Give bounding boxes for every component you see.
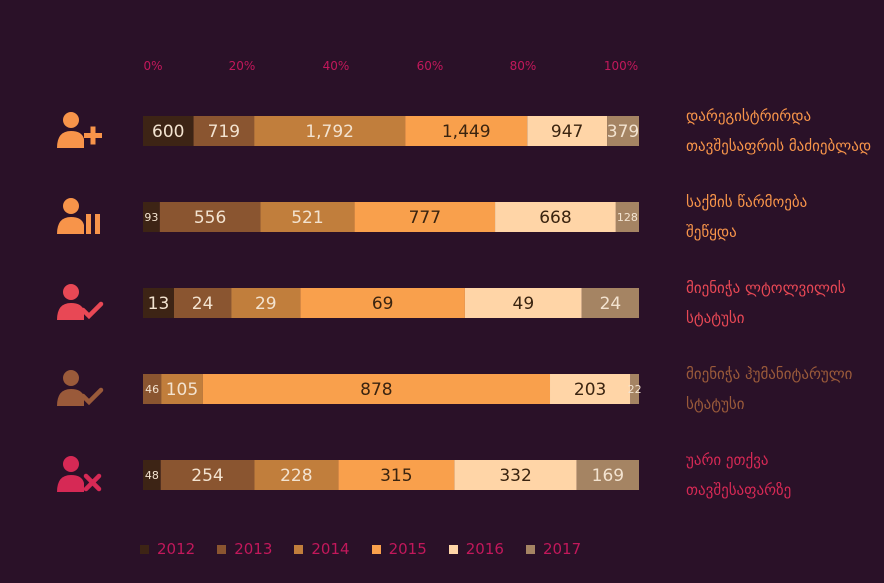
data-label: 254 [191, 466, 223, 486]
x-tick-label: 0% [143, 59, 162, 73]
x-tick-label: 100% [604, 59, 638, 73]
bar-segment [231, 288, 301, 318]
data-label: 203 [574, 380, 606, 400]
data-label: 49 [513, 294, 535, 314]
legend-swatch [371, 544, 381, 554]
legend-item: 2012 [140, 540, 195, 558]
data-label: 332 [499, 466, 531, 486]
legend-swatch [217, 544, 227, 554]
bar-segment [254, 460, 339, 490]
user-pause-icon [57, 198, 100, 234]
bar-segment [202, 374, 551, 404]
data-label: 379 [607, 122, 639, 142]
bar-segment [143, 202, 160, 232]
legend-label: 2016 [465, 540, 504, 558]
category-label: დარეგისტრირდა თავშესაფრის მაძიებლად [686, 107, 872, 155]
bar-segment [161, 374, 203, 404]
x-tick-label: 40% [323, 59, 350, 73]
bar-segment [254, 116, 406, 146]
chart-legend: 2012 2013 2014 2015 2016 2017 [140, 540, 581, 558]
legend-swatch [294, 544, 304, 554]
bar-segment [607, 116, 639, 146]
data-label: 521 [291, 208, 323, 228]
data-label: 169 [592, 466, 624, 486]
data-label: 777 [409, 208, 441, 228]
data-label: 24 [192, 294, 214, 314]
category-label: საქმის წარმოება შეწყდა [686, 193, 808, 241]
bar-segment [160, 460, 255, 490]
data-label: 556 [194, 208, 226, 228]
data-label: 719 [208, 122, 240, 142]
data-label: 947 [551, 122, 583, 142]
data-label: 48 [145, 469, 159, 482]
user-check-icon [57, 370, 104, 406]
legend-item: 2013 [217, 540, 272, 558]
data-label: 69 [372, 294, 394, 314]
data-label: 228 [280, 466, 312, 486]
bar-segment [495, 202, 616, 232]
bar-segment [576, 460, 639, 490]
bar-segment [143, 460, 161, 490]
bar-segment [338, 460, 455, 490]
data-label: 878 [360, 380, 392, 400]
x-tick-label: 80% [510, 59, 537, 73]
bar-segment [260, 202, 355, 232]
data-label: 1,792 [305, 122, 354, 142]
bar-segment [174, 288, 232, 318]
x-tick-label: 60% [417, 59, 444, 73]
bar-segment [143, 116, 194, 146]
bar-segment [300, 288, 465, 318]
bar-segment [630, 374, 639, 404]
bar-segment [454, 460, 577, 490]
bar-segment [405, 116, 528, 146]
data-label: 1,449 [442, 122, 491, 142]
bar-segment [581, 288, 639, 318]
user-check-icon [57, 284, 104, 320]
data-label: 128 [617, 211, 638, 224]
legend-swatch [448, 544, 458, 554]
legend-item: 2016 [448, 540, 504, 558]
user-reject-icon [57, 456, 102, 492]
data-label: 600 [152, 122, 184, 142]
category-label: მიენიჭა ჰუმანიტარული სტატუსი [686, 365, 853, 413]
legend-item: 2017 [525, 540, 582, 558]
data-label: 105 [166, 380, 198, 400]
legend-swatch [525, 544, 535, 554]
data-label: 46 [145, 383, 159, 396]
legend-label: 2012 [157, 540, 196, 558]
category-label: მიენიჭა ლტოლვილის სტატუსი [686, 279, 846, 327]
data-label: 29 [255, 294, 277, 314]
bar-segment [193, 116, 255, 146]
legend-label: 2014 [311, 540, 350, 558]
data-label: 24 [600, 294, 622, 314]
bar-segment [527, 116, 608, 146]
legend-label: 2013 [234, 540, 273, 558]
data-label: 22 [628, 383, 642, 396]
bar-segment [143, 288, 174, 318]
legend-label: 2015 [388, 540, 427, 558]
bar-segment [354, 202, 496, 232]
bar-segment [464, 288, 582, 318]
x-tick-label: 20% [229, 59, 256, 73]
bar-segment [550, 374, 631, 404]
bar-segment [615, 202, 639, 232]
category-label: უარი ეთქვა თავშესაფარზე [686, 451, 792, 499]
legend-item: 2014 [294, 540, 350, 558]
data-label: 13 [148, 294, 170, 314]
legend-item: 2015 [371, 540, 427, 558]
data-label: 93 [144, 211, 158, 224]
user-add-icon [57, 112, 102, 148]
bar-segment [143, 374, 162, 404]
legend-swatch [140, 544, 149, 554]
bar-segment [159, 202, 261, 232]
legend-label: 2017 [542, 540, 582, 558]
data-label: 668 [539, 208, 571, 228]
data-label: 315 [380, 466, 412, 486]
